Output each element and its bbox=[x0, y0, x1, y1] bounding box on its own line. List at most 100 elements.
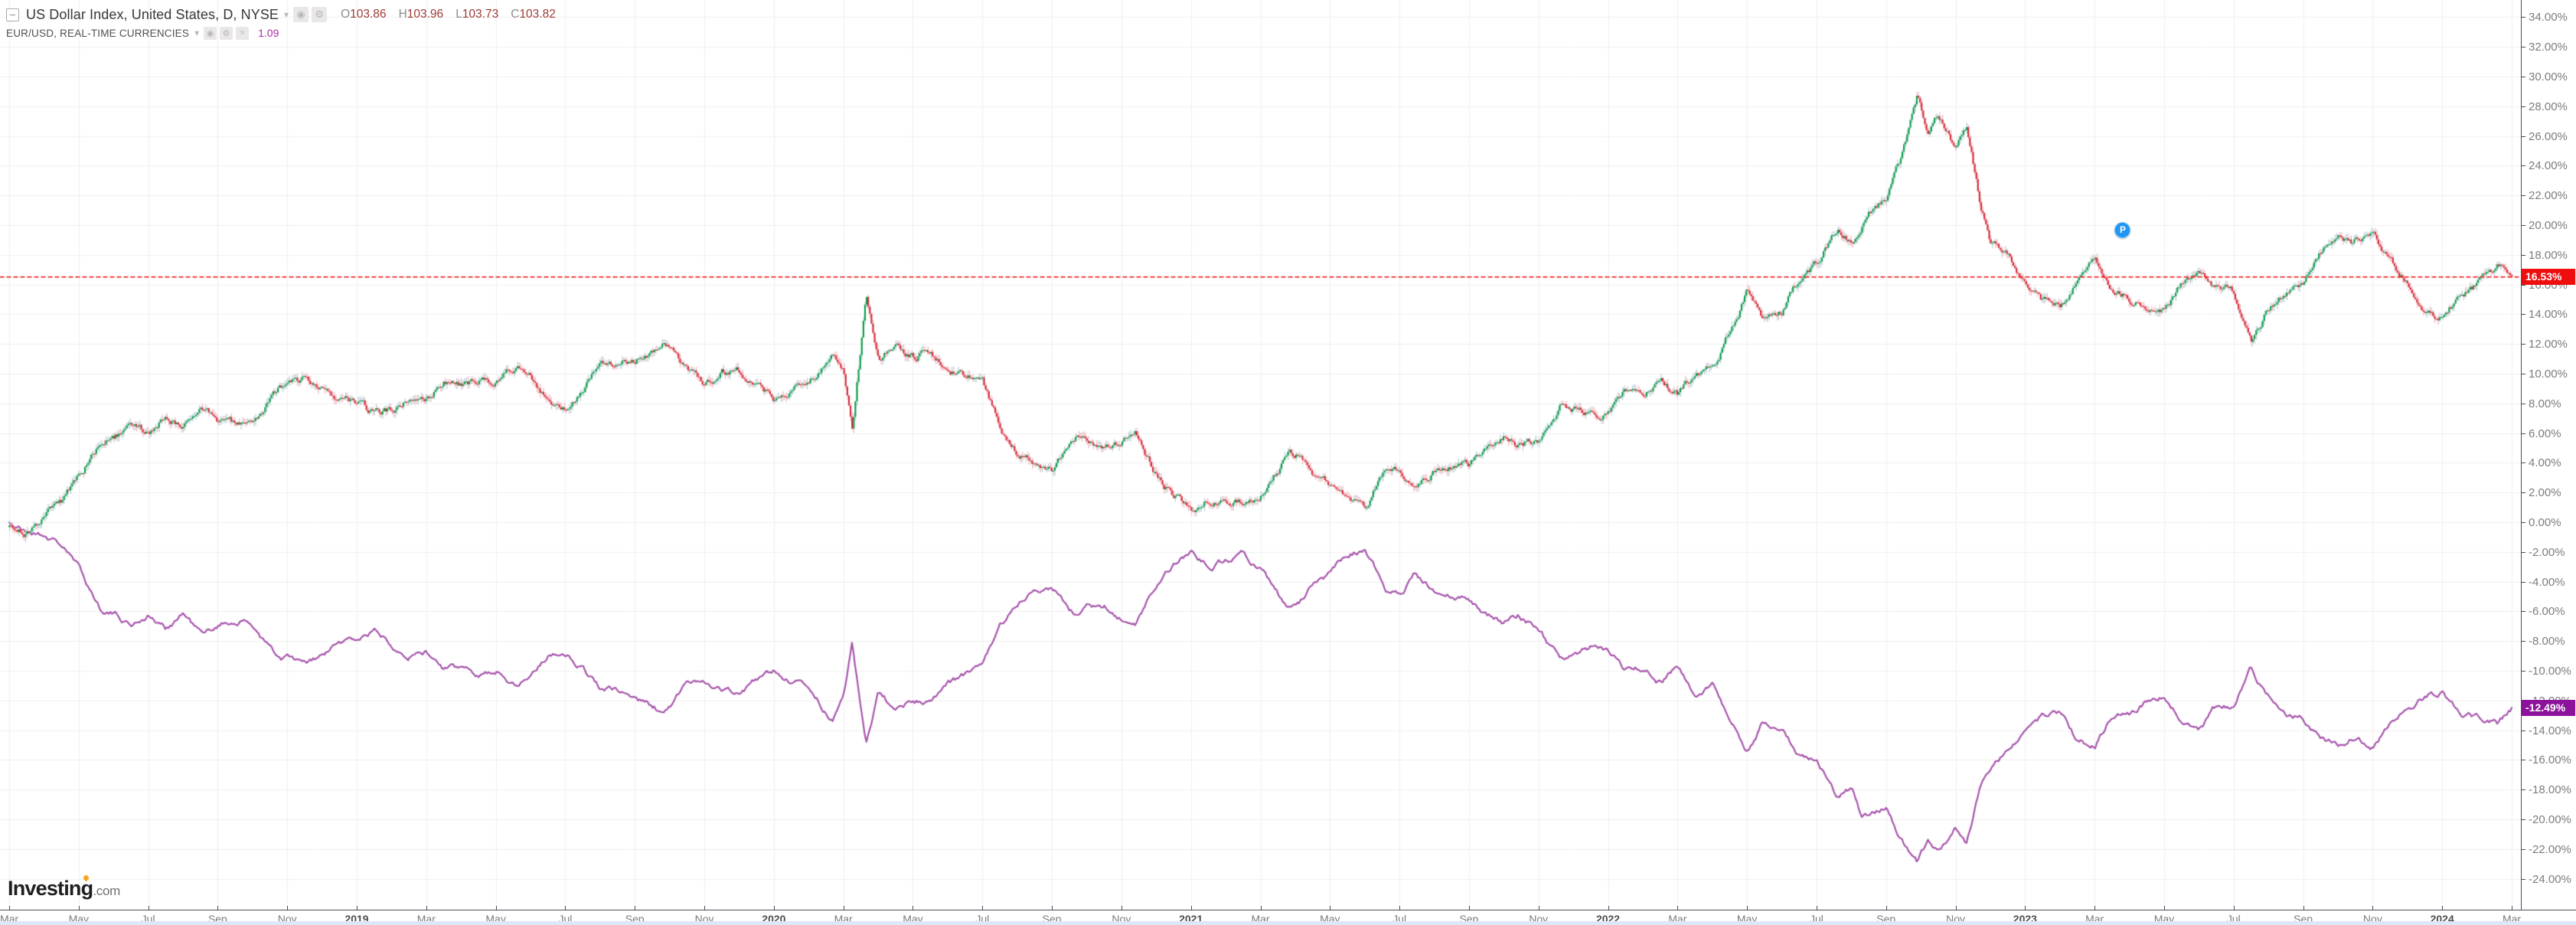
y-tick-mark bbox=[2522, 789, 2525, 791]
y-tick-mark bbox=[2522, 671, 2525, 672]
x-tick-mark bbox=[2025, 906, 2026, 910]
y-tick-mark bbox=[2522, 819, 2525, 820]
legend: US Dollar Index, United States, D, NYSE … bbox=[6, 5, 556, 41]
x-tick-mark bbox=[2163, 906, 2165, 910]
x-tick-mark bbox=[1608, 906, 1609, 910]
y-tick-label: 24.00% bbox=[2529, 159, 2568, 173]
y-tick-label: 18.00% bbox=[2529, 248, 2568, 262]
x-tick-mark bbox=[1955, 906, 1957, 910]
usd-current-value: 16.53% bbox=[2525, 270, 2562, 283]
y-tick-mark bbox=[2522, 344, 2525, 345]
y-tick-label: 22.00% bbox=[2529, 189, 2568, 203]
x-tick-mark bbox=[1468, 906, 1470, 910]
y-tick-label: 6.00% bbox=[2529, 427, 2561, 440]
event-marker-glyph: P bbox=[2119, 224, 2126, 236]
x-tick-mark bbox=[1399, 906, 1401, 910]
visibility-eye-button[interactable]: ◉ bbox=[204, 26, 217, 40]
y-tick-mark bbox=[2522, 492, 2525, 494]
chevron-down-icon[interactable]: ▾ bbox=[284, 9, 289, 20]
x-tick-mark bbox=[2372, 906, 2374, 910]
close-icon[interactable]: × bbox=[236, 26, 250, 40]
settings-gear-button[interactable]: ⚙ bbox=[220, 26, 233, 40]
y-tick-label: -10.00% bbox=[2529, 665, 2571, 678]
x-tick-mark bbox=[217, 906, 219, 910]
y-tick-label: -14.00% bbox=[2529, 724, 2571, 737]
legend-row-main: US Dollar Index, United States, D, NYSE … bbox=[6, 5, 556, 25]
collapse-icon[interactable] bbox=[6, 8, 19, 21]
y-tick-label: 14.00% bbox=[2529, 308, 2568, 322]
x-tick-mark bbox=[2233, 906, 2235, 910]
y-tick-label: 0.00% bbox=[2529, 516, 2561, 529]
y-tick-label: -4.00% bbox=[2529, 575, 2565, 589]
y-tick-label: 34.00% bbox=[2529, 11, 2568, 25]
visibility-eye-button[interactable]: ◉ bbox=[293, 7, 309, 22]
bottom-strip bbox=[0, 921, 2576, 925]
y-tick-label: 12.00% bbox=[2529, 338, 2568, 351]
y-tick-label: -20.00% bbox=[2529, 813, 2571, 826]
x-tick-mark bbox=[1052, 906, 1053, 910]
y-tick-label: 2.00% bbox=[2529, 486, 2561, 500]
ohlc-values: O103.86 H103.96 L103.73 C103.82 bbox=[341, 8, 556, 21]
x-tick-mark bbox=[1260, 906, 1262, 910]
x-tick-mark bbox=[565, 906, 566, 910]
y-tick-mark bbox=[2522, 611, 2525, 613]
settings-gear-button[interactable]: ⚙ bbox=[312, 7, 328, 22]
chevron-down-icon[interactable]: ▾ bbox=[194, 28, 200, 38]
y-tick-label: 30.00% bbox=[2529, 70, 2568, 83]
y-tick-mark bbox=[2522, 641, 2525, 642]
y-tick-mark bbox=[2522, 522, 2525, 523]
y-tick-label: -24.00% bbox=[2529, 872, 2571, 886]
y-tick-mark bbox=[2522, 136, 2525, 137]
x-tick-mark bbox=[495, 906, 497, 910]
y-tick-mark bbox=[2522, 848, 2525, 850]
event-marker-p[interactable]: P bbox=[2114, 221, 2131, 238]
y-tick-label: -6.00% bbox=[2529, 605, 2565, 619]
compare-symbol-title[interactable]: EUR/USD, REAL-TIME CURRENCIES bbox=[6, 27, 190, 39]
y-tick-label: 4.00% bbox=[2529, 456, 2561, 470]
y-tick-mark bbox=[2522, 165, 2525, 167]
y-tick-label: -22.00% bbox=[2529, 842, 2571, 856]
y-tick-label: 8.00% bbox=[2529, 397, 2561, 410]
x-tick-mark bbox=[357, 906, 358, 910]
x-tick-mark bbox=[1885, 906, 1887, 910]
x-tick-mark bbox=[773, 906, 775, 910]
y-tick-label: 28.00% bbox=[2529, 100, 2568, 113]
x-tick-mark bbox=[704, 906, 706, 910]
x-tick-mark bbox=[2442, 906, 2444, 910]
x-tick-mark bbox=[1677, 906, 1679, 910]
y-tick-mark bbox=[2522, 314, 2525, 315]
eur-current-value-tag: -12.49% bbox=[2522, 700, 2575, 717]
symbol-title[interactable]: US Dollar Index, United States, D, NYSE bbox=[26, 6, 279, 22]
ohlc-pair: O103.86 bbox=[341, 8, 387, 21]
y-tick-label: -18.00% bbox=[2529, 783, 2571, 797]
y-tick-mark bbox=[2522, 106, 2525, 107]
x-tick-mark bbox=[982, 906, 984, 910]
x-tick-mark bbox=[78, 906, 80, 910]
logo-suffix: .com bbox=[93, 884, 120, 898]
y-tick-mark bbox=[2522, 462, 2525, 464]
y-tick-mark bbox=[2522, 225, 2525, 226]
y-tick-label: 26.00% bbox=[2529, 129, 2568, 143]
y-tick-mark bbox=[2522, 551, 2525, 553]
y-tick-mark bbox=[2522, 195, 2525, 197]
time-axis[interactable]: Mar May Jul Sep Nov 2019 Mar May Jul Sep Nov 2020 Ma… bbox=[0, 910, 2576, 925]
legend-row-compare: EUR/USD, REAL-TIME CURRENCIES ▾ ◉ ⚙ × 1.… bbox=[6, 25, 556, 41]
x-tick-mark bbox=[287, 906, 289, 910]
y-tick-mark bbox=[2522, 254, 2525, 256]
chart-plot-canvas[interactable] bbox=[0, 0, 2521, 910]
y-tick-label: -2.00% bbox=[2529, 545, 2565, 559]
investing-logo: Investing.com bbox=[8, 874, 120, 900]
x-tick-mark bbox=[1190, 906, 1192, 910]
y-tick-mark bbox=[2522, 433, 2525, 434]
x-tick-mark bbox=[1121, 906, 1122, 910]
ohlc-pair: C103.82 bbox=[511, 8, 556, 21]
compare-value: 1.09 bbox=[258, 27, 279, 39]
y-tick-label: 32.00% bbox=[2529, 41, 2568, 54]
y-tick-label: -16.00% bbox=[2529, 753, 2571, 767]
ohlc-pair: L103.73 bbox=[455, 8, 499, 21]
price-axis[interactable]: 34.00% 32.00% 30.00% 28.00% 26.00% 24.00% 22.0… bbox=[2521, 0, 2576, 910]
y-tick-label: 20.00% bbox=[2529, 219, 2568, 232]
x-tick-mark bbox=[2094, 906, 2096, 910]
y-tick-label: 10.00% bbox=[2529, 368, 2568, 381]
